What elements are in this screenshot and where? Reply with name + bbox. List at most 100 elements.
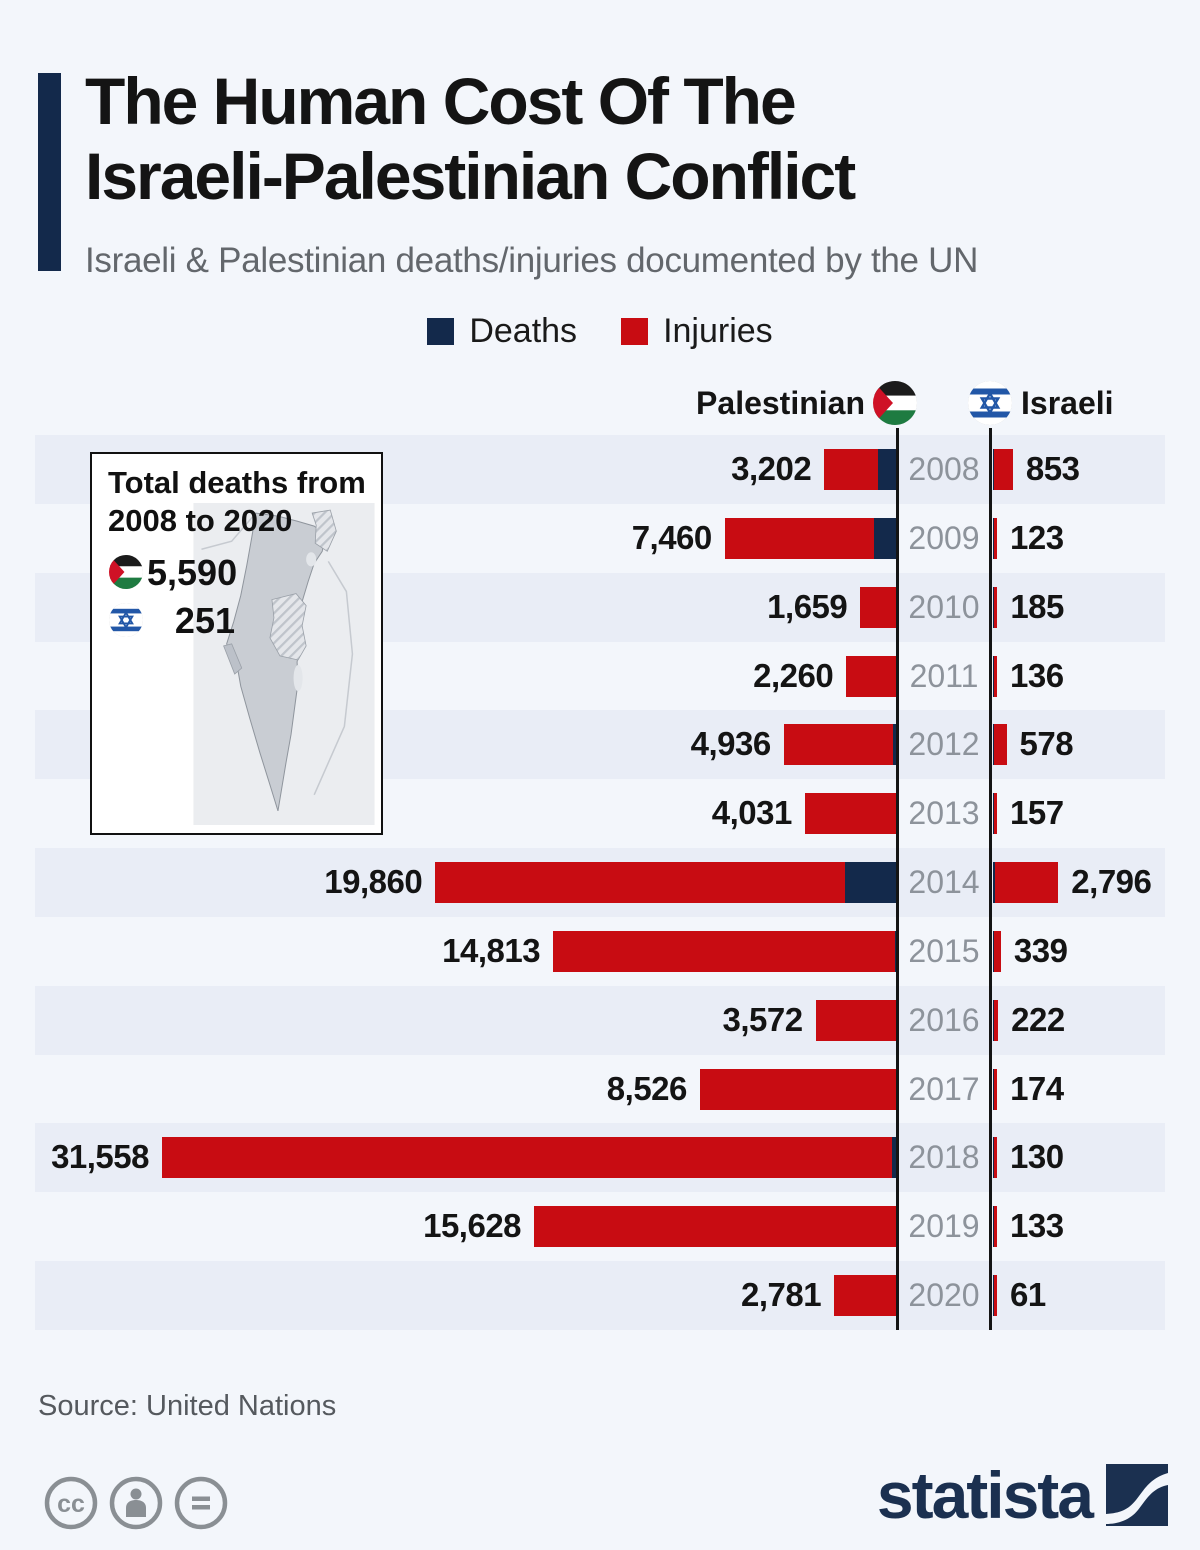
palestinian-value-label: 2,781 (740, 1276, 822, 1314)
palestinian-flag-icon (873, 381, 917, 425)
palestinian-bar (724, 517, 899, 559)
year-label: 2008 (908, 451, 980, 487)
year-label: 2015 (908, 932, 980, 969)
israeli-deaths-segment (993, 930, 994, 972)
page-title: The Human Cost Of The Israeli-Palestinian… (85, 64, 856, 214)
israeli-value-label: 61 (1010, 1276, 1046, 1314)
palestinian-value-label: 15,628 (423, 1207, 522, 1245)
source-note: Source: United Nations (38, 1390, 337, 1422)
year-label: 2014 (908, 864, 980, 901)
year-label: 2011 (909, 657, 979, 694)
palestinian-bar (162, 1137, 899, 1179)
chart-row-2014: 19,860 2014 2,796 (35, 848, 1165, 917)
palestinian-value-label: 4,031 (711, 794, 793, 832)
year-label: 2018 (908, 1139, 980, 1176)
palestinian-column-label: Palestinian (696, 385, 865, 421)
palestinian-value-label: 7,460 (631, 518, 713, 556)
israeli-value-label: 2,796 (1071, 863, 1152, 901)
palestinian-deaths-segment (892, 724, 899, 766)
cc-icon: cc (44, 1476, 98, 1530)
palestinian-deaths-segment (878, 449, 899, 490)
title-line-2: Israeli-Palestinian Conflict (85, 139, 856, 213)
israeli-bar (993, 1206, 997, 1248)
palestinian-value-label: 19,860 (324, 863, 423, 901)
israeli-value-label: 578 (1019, 725, 1074, 763)
palestinian-value-label: 31,558 (51, 1138, 149, 1176)
inset-title-line-1: Total deaths from (108, 465, 366, 500)
palestinian-bar (553, 930, 899, 972)
israeli-bar (993, 724, 1007, 766)
statista-branding: statista (876, 1458, 1168, 1532)
title-line-1: The Human Cost Of The (85, 64, 797, 138)
israeli-deaths-segment (993, 862, 995, 904)
israeli-axis-line (989, 428, 992, 1330)
statista-logo-mark (1106, 1464, 1168, 1526)
israeli-bar (993, 449, 1013, 490)
no-derivatives-equals-icon (174, 1476, 228, 1530)
israeli-bar (993, 793, 997, 835)
license-icons: cc (42, 1474, 230, 1532)
palestinian-value-label: 2,260 (753, 656, 834, 694)
year-label: 2009 (908, 519, 980, 556)
year-label: 2017 (908, 1070, 980, 1107)
israeli-value-label: 222 (1011, 1000, 1065, 1038)
israel-palestine-map (193, 503, 375, 825)
palestinian-bar (699, 1068, 899, 1110)
israeli-bar (993, 586, 998, 628)
palestinian-bar (783, 724, 899, 766)
palestinian-bar (534, 1206, 899, 1248)
israeli-column-label: Israeli (1021, 385, 1114, 421)
israeli-value-label: 174 (1010, 1069, 1064, 1107)
chart-row-2017: 8,526 2017 174 (35, 1055, 1165, 1124)
israeli-value-label: 185 (1010, 587, 1064, 625)
palestinian-total-deaths-value: 5,590 (147, 552, 238, 593)
palestinian-value-label: 4,936 (690, 725, 772, 763)
israeli-flag-icon (109, 603, 143, 637)
israeli-value-label: 136 (1010, 656, 1064, 694)
israeli-value-label: 853 (1025, 450, 1080, 487)
israeli-value-label: 123 (1010, 518, 1064, 556)
palestinian-value-label: 14,813 (442, 931, 541, 969)
subtitle: Israeli & Palestinian deaths/injuries do… (85, 241, 979, 280)
chart-row-2019: 15,628 2019 133 (35, 1192, 1165, 1261)
palestinian-deaths-segment (844, 862, 899, 904)
chart-row-2016: 3,572 2016 222 (35, 985, 1165, 1055)
israeli-value-label: 130 (1010, 1138, 1064, 1176)
attribution-person-icon (109, 1476, 163, 1530)
title-accent-bar (38, 73, 61, 271)
israeli-value-label: 339 (1013, 931, 1068, 969)
palestinian-bar (804, 793, 899, 835)
deaths-swatch-icon (427, 318, 455, 345)
year-label: 2012 (908, 726, 980, 763)
israeli-bar (993, 1275, 997, 1317)
palestinian-bar (860, 586, 899, 628)
palestinian-value-label: 1,659 (767, 587, 848, 625)
chart-row-2018: 31,558 2018 130 (35, 1123, 1165, 1193)
israeli-value-label: 133 (1010, 1207, 1064, 1245)
chart-row-2009: 7,460 2009 123 (35, 504, 1165, 573)
inset-title: Total deaths from 2008 to 2020 (108, 464, 366, 540)
year-label: 2020 (908, 1277, 980, 1314)
inset-title-line-2: 2008 to 2020 (108, 503, 293, 538)
statista-wordmark: statista (876, 1458, 1094, 1532)
palestinian-bar (846, 655, 899, 697)
israeli-value-label: 157 (1010, 794, 1064, 832)
palestinian-flag-icon (109, 555, 143, 589)
chart-row-2015: 14,813 2015 339 (35, 917, 1165, 986)
israeli-bar (993, 999, 999, 1041)
israeli-bar (993, 930, 1001, 972)
palestinian-value-label: 3,572 (722, 1000, 804, 1038)
legend-item-injuries: Injuries (621, 312, 773, 351)
year-label: 2016 (908, 1001, 980, 1038)
year-label: 2010 (908, 588, 980, 625)
svg-text:cc: cc (57, 1490, 85, 1518)
israeli-bar (993, 655, 997, 697)
legend: Deaths Injuries (0, 312, 1200, 351)
year-label: 2019 (908, 1208, 980, 1245)
palestinian-value-label: 8,526 (606, 1069, 688, 1107)
palestinian-deaths-segment (874, 517, 899, 559)
israeli-bar (993, 862, 1059, 904)
palestinian-bar (815, 999, 899, 1041)
israeli-bar (993, 517, 997, 559)
